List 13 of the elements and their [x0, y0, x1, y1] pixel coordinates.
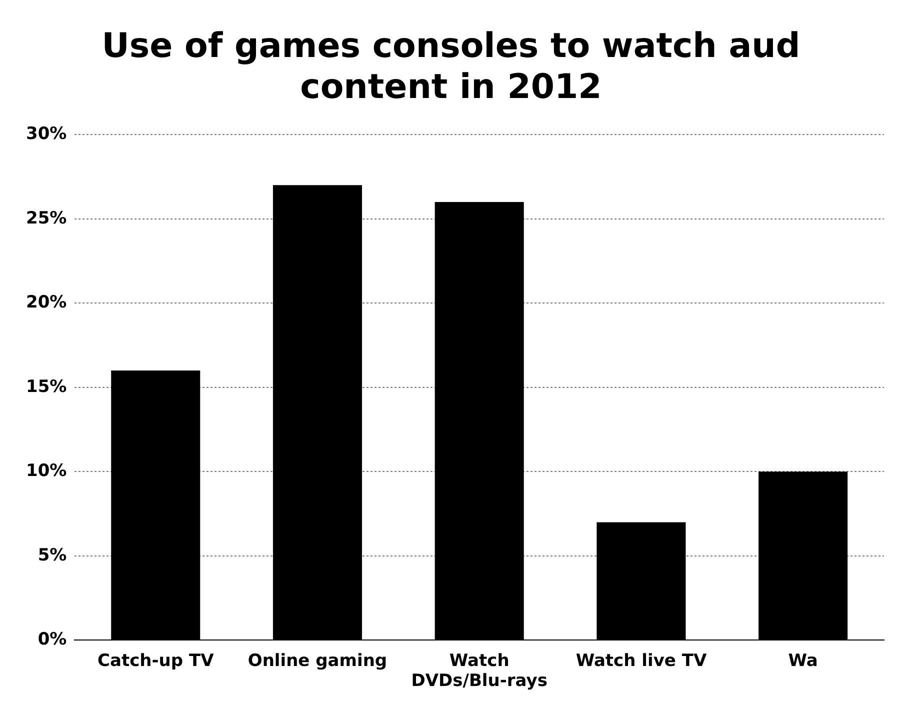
- y-tick-label: 10%: [26, 461, 67, 482]
- x-tick-label: Watch DVDs/Blu-rays: [411, 650, 548, 692]
- y-tick-label: 25%: [26, 208, 67, 228]
- y-tick-label: 15%: [26, 376, 67, 397]
- y-tick-label: 5%: [38, 545, 67, 566]
- x-tick-label: Online gaming: [248, 650, 388, 671]
- x-tick-label: Watch live TV: [576, 650, 708, 671]
- x-tick-label: Wa: [788, 650, 818, 671]
- y-tick-label: 0%: [38, 630, 67, 650]
- y-tick-label: 30%: [26, 124, 67, 144]
- y-tick-label: 20%: [26, 292, 67, 313]
- chart-title: Use of games consoles to watch aud content in 2012: [102, 26, 800, 108]
- x-tick-label: Catch-up TV: [97, 650, 215, 671]
